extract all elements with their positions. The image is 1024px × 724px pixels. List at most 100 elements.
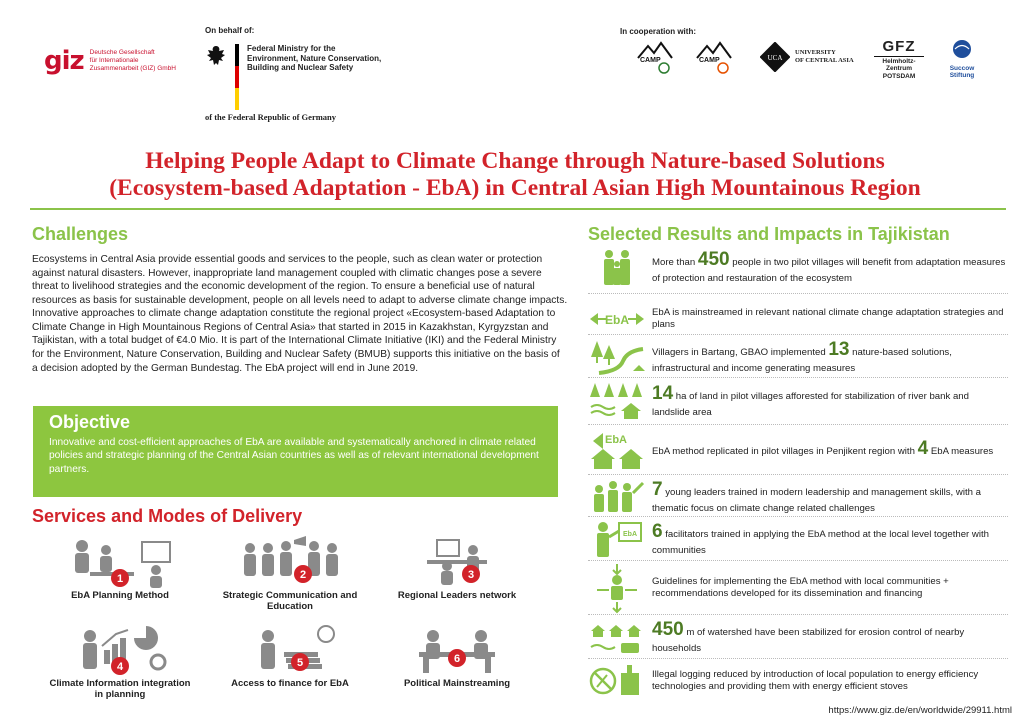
result-item-2: EbA EbA is mainstreamed in relevant nati… bbox=[588, 298, 1008, 340]
result-separator bbox=[588, 334, 1008, 335]
communication-education-icon: 2 bbox=[244, 536, 338, 583]
results-heading: Selected Results and Impacts in Tajikist… bbox=[588, 224, 950, 244]
climate-information-icon: 4 bbox=[83, 626, 167, 675]
result-text: EbA method replicated in pilot villages … bbox=[652, 437, 994, 459]
result-separator bbox=[588, 658, 1008, 659]
result-number: 4 bbox=[917, 437, 929, 459]
result-text: 7 young leaders trained in modern leader… bbox=[652, 479, 981, 515]
result-item-9: 450 m of watershed have been stabilized … bbox=[588, 616, 1008, 658]
on-behalf-label: On behalf of: bbox=[205, 26, 255, 35]
result-separator bbox=[588, 560, 1008, 561]
service-label: Regional Leaders network bbox=[397, 590, 517, 601]
succow-logo: Succow Stiftung bbox=[942, 38, 982, 80]
trees-river-icon bbox=[588, 336, 646, 378]
camp-alatoo-logo: CAMP bbox=[636, 40, 686, 81]
no-logging-stove-icon bbox=[588, 660, 646, 702]
watershed-icon bbox=[588, 616, 646, 658]
page-title: Helping People Adapt to Climate Change t… bbox=[109, 148, 921, 202]
service-number: 4 bbox=[117, 661, 124, 673]
service-item-1: 1 EbA Planning Method bbox=[45, 536, 195, 601]
camp2-text: CAMP bbox=[699, 57, 720, 64]
service-label: Strategic Communication and Education bbox=[222, 590, 358, 613]
result-separator bbox=[588, 424, 1008, 425]
people-group-icon bbox=[588, 246, 646, 288]
result-text: Villagers in Bartang, GBAO implemented 1… bbox=[652, 339, 952, 375]
young-leaders-icon bbox=[588, 476, 646, 518]
svg-text:UCA: UCA bbox=[768, 54, 783, 62]
svg-text:EbA: EbA bbox=[605, 434, 627, 446]
result-number: 14 bbox=[652, 383, 674, 405]
source-url[interactable]: https://www.giz.de/en/worldwide/29911.ht… bbox=[828, 705, 1012, 716]
service-item-3: 3 Regional Leaders network bbox=[382, 536, 532, 601]
result-item-4: 14 ha of land in pilot villages afforest… bbox=[588, 380, 1008, 422]
result-item-5: EbA EbA method replicated in pilot villa… bbox=[588, 428, 1008, 470]
challenges-text: Ecosystems in Central Asia provide essen… bbox=[32, 254, 568, 374]
eba-villages-icon: EbA bbox=[588, 428, 646, 470]
federal-eagle-icon bbox=[207, 46, 225, 65]
result-text: Guidelines for implementing the EbA meth… bbox=[652, 575, 949, 599]
result-number: 450 bbox=[697, 249, 730, 271]
result-text: 14 ha of land in pilot villages afforest… bbox=[652, 383, 969, 419]
objective-heading: Objective bbox=[49, 412, 131, 432]
service-number: 1 bbox=[117, 573, 123, 585]
result-separator bbox=[588, 474, 1008, 475]
camp-kuhiston-logo: CAMP bbox=[695, 40, 745, 81]
result-text: 6 facilitators trained in applying the E… bbox=[652, 521, 989, 557]
result-item-1: More than 450 people in two pilot villag… bbox=[588, 246, 1008, 288]
service-item-4: 4 Climate Information integration in pla… bbox=[45, 622, 195, 701]
afforestation-icon bbox=[588, 380, 646, 422]
service-number: 3 bbox=[468, 569, 474, 581]
camp1-text: CAMP bbox=[640, 57, 661, 64]
result-text: Illegal logging reduced by introduction … bbox=[652, 668, 979, 692]
svg-text:EbA: EbA bbox=[623, 531, 637, 538]
service-item-2: 2 Strategic Communication and Education bbox=[215, 536, 365, 613]
result-text: More than 450 people in two pilot villag… bbox=[652, 249, 1006, 285]
result-text: EbA is mainstreamed in relevant national… bbox=[652, 306, 1004, 330]
service-item-6: 6 Political Mainstreaming bbox=[382, 622, 532, 689]
result-number: 6 bbox=[652, 521, 663, 543]
leaders-network-icon: 3 bbox=[427, 539, 487, 585]
globe-icon bbox=[953, 40, 971, 58]
result-separator bbox=[588, 516, 1008, 517]
giz-logo: giz Deutsche Gesellschaft für Internatio… bbox=[44, 46, 176, 76]
objective-text: Innovative and cost-efficient approaches… bbox=[49, 437, 539, 475]
giz-wordmark: giz bbox=[44, 46, 85, 76]
service-label: Climate Information integration in plann… bbox=[49, 678, 191, 701]
result-number: 7 bbox=[652, 479, 663, 501]
result-item-6: 7 young leaders trained in modern leader… bbox=[588, 476, 1008, 518]
political-mainstreaming-icon: 6 bbox=[419, 630, 495, 673]
eba-mainstream-icon: EbA bbox=[588, 298, 646, 340]
cooperation-label: In cooperation with: bbox=[620, 27, 696, 36]
svg-text:EbA: EbA bbox=[605, 313, 629, 327]
finance-access-icon: 5 bbox=[261, 625, 335, 671]
result-separator bbox=[588, 293, 1008, 294]
uca-mark-icon: UCA bbox=[760, 42, 790, 72]
uca-name: UNIVERSITY OF CENTRAL ASIA bbox=[795, 49, 854, 64]
service-label: Political Mainstreaming bbox=[403, 678, 511, 689]
uca-logo: UCA UNIVERSITY OF CENTRAL ASIA bbox=[760, 42, 854, 72]
result-separator bbox=[588, 377, 1008, 378]
result-separator bbox=[588, 614, 1008, 615]
result-text: 450 m of watershed have been stabilized … bbox=[652, 619, 965, 655]
service-number: 5 bbox=[297, 657, 303, 669]
gfz-logo: GFZ Helmholtz-Zentrum POTSDAM bbox=[870, 38, 928, 80]
mountain-logo-icon: CAMP bbox=[637, 41, 673, 74]
result-number: 450 bbox=[652, 619, 684, 641]
result-item-7: EbA 6 facilitators trained in applying t… bbox=[588, 518, 1008, 560]
bmub-logo: Federal Ministry for the Environment, Na… bbox=[205, 44, 427, 110]
mountain-logo-icon: CAMP bbox=[696, 41, 732, 74]
service-label: Access to finance for EbA bbox=[231, 678, 349, 689]
guidelines-icon bbox=[588, 562, 646, 614]
federal-republic-label: of the Federal Republic of Germany bbox=[205, 112, 337, 122]
title-divider bbox=[30, 208, 1006, 210]
result-item-8: Guidelines for implementing the EbA meth… bbox=[588, 562, 1008, 614]
ministry-name: Federal Ministry for the Environment, Na… bbox=[247, 44, 382, 73]
facilitator-icon: EbA bbox=[588, 518, 646, 560]
planning-method-icon: 1 bbox=[75, 540, 171, 588]
services-heading: Services and Modes of Delivery bbox=[32, 506, 303, 526]
result-item-3: Villagers in Bartang, GBAO implemented 1… bbox=[588, 336, 1008, 378]
giz-name: Deutsche Gesellschaft für Internationale… bbox=[89, 48, 176, 73]
result-item-10: Illegal logging reduced by introduction … bbox=[588, 660, 1008, 702]
service-number: 2 bbox=[300, 569, 306, 581]
objective-box: Objective Innovative and cost-efficient … bbox=[33, 406, 558, 497]
